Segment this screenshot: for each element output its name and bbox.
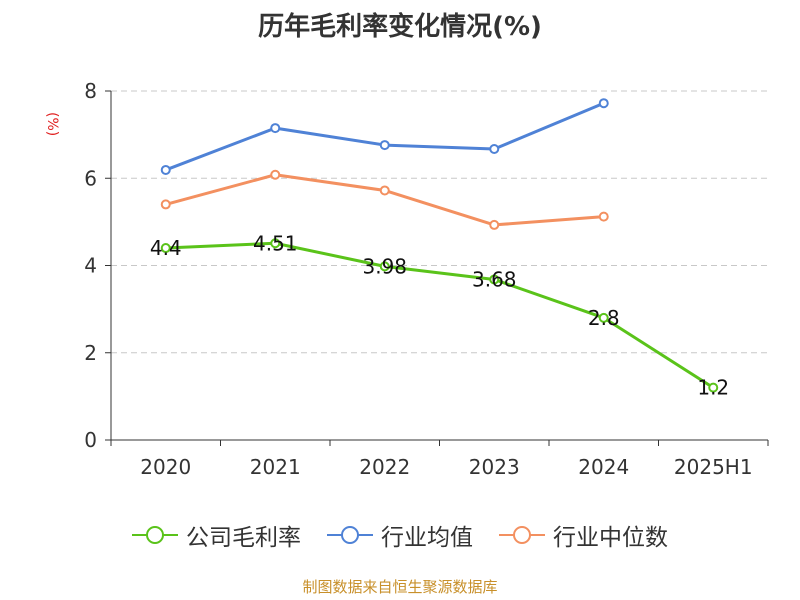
- x-tick-label: 2023: [469, 455, 520, 479]
- legend: 公司毛利率 行业均值 行业中位数: [0, 518, 800, 552]
- y-axis-unit-label: (%): [44, 112, 60, 137]
- data-point: [489, 144, 500, 155]
- series-line: [165, 173, 604, 227]
- y-tick-label: 6: [84, 166, 97, 190]
- x-tick-label: 2024: [578, 455, 629, 479]
- data-point: [379, 140, 390, 151]
- data-point: [598, 211, 609, 222]
- data-point: [160, 164, 171, 175]
- legend-item-company[interactable]: 公司毛利率: [132, 518, 301, 552]
- data-point: [270, 169, 281, 180]
- data-point: [708, 382, 719, 393]
- legend-label-industry-median: 行业中位数: [553, 525, 668, 551]
- y-tick-label: 4: [84, 254, 97, 278]
- x-tick-label: 2020: [140, 455, 191, 479]
- data-label: 2.8: [588, 306, 620, 330]
- data-point: [379, 185, 390, 196]
- data-point: [489, 274, 500, 285]
- data-label: 4.51: [253, 231, 298, 255]
- y-tick-label: 2: [84, 341, 97, 365]
- data-point: [598, 312, 609, 323]
- data-point: [160, 199, 171, 210]
- legend-label-company: 公司毛利率: [186, 525, 301, 551]
- chart-title: 历年毛利率变化情况(%): [258, 12, 542, 42]
- legend-item-industry-median[interactable]: 行业中位数: [499, 518, 668, 552]
- data-source-note: 制图数据来自恒生聚源数据库: [302, 578, 498, 596]
- series-line: [165, 101, 605, 172]
- data-label: 4.4: [150, 236, 182, 260]
- legend-marker-company: [132, 526, 178, 544]
- y-tick-label: 0: [84, 428, 97, 452]
- x-tick-label: 2022: [359, 455, 410, 479]
- data-label: 1.2: [697, 376, 729, 400]
- data-point: [598, 98, 609, 109]
- data-point: [270, 238, 281, 249]
- x-tick-label: 2021: [250, 455, 301, 479]
- legend-marker-industry-median: [499, 526, 545, 544]
- x-tick-label: 2025H1: [674, 455, 753, 479]
- legend-label-industry-mean: 行业均值: [381, 525, 473, 551]
- legend-item-industry-mean[interactable]: 行业均值: [327, 518, 473, 552]
- legend-marker-industry-mean: [327, 526, 373, 544]
- data-label: 3.68: [472, 267, 517, 291]
- data-point: [270, 123, 281, 134]
- data-point: [489, 219, 500, 230]
- y-tick-label: 8: [84, 79, 97, 103]
- series-line: [165, 241, 715, 389]
- data-label: 3.98: [362, 254, 407, 278]
- data-point: [379, 261, 390, 272]
- data-point: [160, 243, 171, 254]
